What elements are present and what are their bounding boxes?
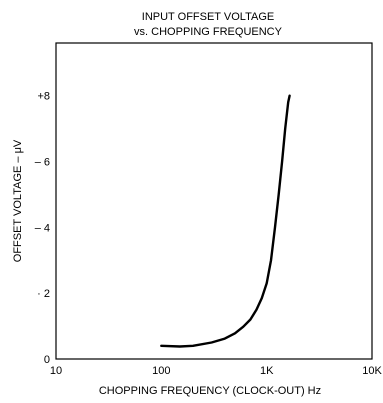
y-axis-label: OFFSET VOLTAGE – μV — [12, 139, 24, 262]
y-tick-label: 0 — [44, 354, 50, 366]
y-axis-ticks: 0 · 2 – 4 – 6 +8 — [35, 91, 50, 366]
y-tick-label: – 4 — [35, 222, 50, 234]
y-tick-label: · 2 — [37, 288, 50, 300]
x-axis-ticks: 10 100 1K 10K — [50, 365, 383, 377]
x-axis-label: CHOPPING FREQUENCY (CLOCK-OUT) Hz — [99, 385, 321, 397]
x-tick-label: 1K — [260, 365, 274, 377]
x-tick-label: 10 — [50, 365, 62, 377]
x-tick-label: 10K — [362, 365, 382, 377]
y-tick-label: +8 — [37, 91, 50, 103]
x-tick-label: 100 — [152, 365, 170, 377]
chart-title: INPUT OFFSET VOLTAGE — [142, 11, 274, 23]
chart-subtitle: vs. CHOPPING FREQUENCY — [134, 26, 283, 38]
plot-frame — [55, 42, 373, 360]
y-tick-label: – 6 — [35, 157, 50, 169]
offset-voltage-curve — [160, 94, 291, 348]
